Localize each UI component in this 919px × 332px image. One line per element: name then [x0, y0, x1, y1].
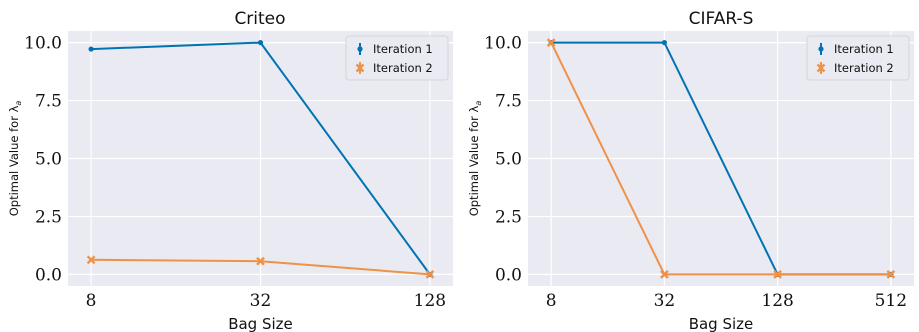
data-point [886, 270, 896, 279]
y-axis-label-subscript: a [474, 101, 483, 106]
legend: Iteration 1 Iteration 2 [806, 35, 910, 81]
legend-label: Iteration 2 [834, 61, 894, 75]
x-tick-label: 128 [414, 291, 446, 311]
data-point [773, 270, 782, 279]
y-tick-label: 0.0 [35, 265, 62, 285]
x-tick-label: 8 [546, 291, 557, 311]
y-tick-label: 5.0 [35, 150, 62, 170]
legend-marker-x [355, 63, 365, 73]
y-tick-label: 2.5 [495, 207, 522, 227]
x-tick-label: 32 [250, 291, 272, 311]
data-point [546, 38, 556, 47]
x-tick-label: 32 [654, 291, 676, 311]
legend-label: Iteration 1 [834, 42, 894, 56]
legend-marker-dot [357, 46, 363, 52]
legend-marker-dot [818, 46, 824, 52]
series-line [550, 42, 891, 276]
data-point [257, 39, 264, 46]
legend-label: Iteration 2 [373, 61, 433, 75]
y-axis-label-subscript: a [14, 101, 23, 106]
y-tick-label: 10.0 [24, 34, 62, 54]
y-tick-label: 5.0 [495, 150, 522, 170]
y-tick-label: 7.5 [495, 92, 522, 112]
y-tick-label: 2.5 [35, 207, 62, 227]
x-tick-label: 8 [86, 291, 97, 311]
y-axis-label-text: Optimal Value for λ [467, 105, 481, 216]
data-point [425, 270, 435, 279]
y-tick-label: 10.0 [484, 34, 522, 54]
legend-box [345, 35, 449, 81]
y-tick-label: 0.0 [495, 265, 522, 285]
x-axis-label: Bag Size [228, 315, 293, 332]
y-tick-label: 7.5 [35, 92, 62, 112]
x-tick-label: 128 [761, 291, 793, 311]
y-axis-label: Optimal Value for λa [467, 101, 483, 217]
x-axis-label: Bag Size [689, 315, 754, 332]
data-point [256, 256, 265, 266]
chart-title: Criteo [234, 9, 285, 29]
legend-box [806, 35, 910, 81]
series-2 [546, 38, 896, 279]
series-2 [86, 255, 435, 279]
x-tick-label: 512 [875, 291, 907, 311]
data-point [660, 270, 669, 279]
data-point [86, 255, 96, 265]
y-axis-label-text: Optimal Value for λ [7, 105, 21, 216]
legend: Iteration 1 Iteration 2 [345, 35, 449, 81]
legend-label: Iteration 1 [373, 42, 433, 56]
legend-marker-x [816, 63, 826, 73]
data-point [661, 39, 667, 46]
chart-panel-2: 0.0 2.5 5.0 7.5 10.0 8 32 128 512 CIFAR-S Bag Size… [467, 9, 914, 332]
chart-title: CIFAR-S [689, 9, 754, 29]
y-axis-label: Optimal Value for λa [7, 101, 23, 217]
data-point [88, 46, 94, 52]
chart-panel-1: 0.0 2.5 5.0 7.5 10.0 8 32 128 Criteo Bag Size Opti… [7, 9, 453, 332]
